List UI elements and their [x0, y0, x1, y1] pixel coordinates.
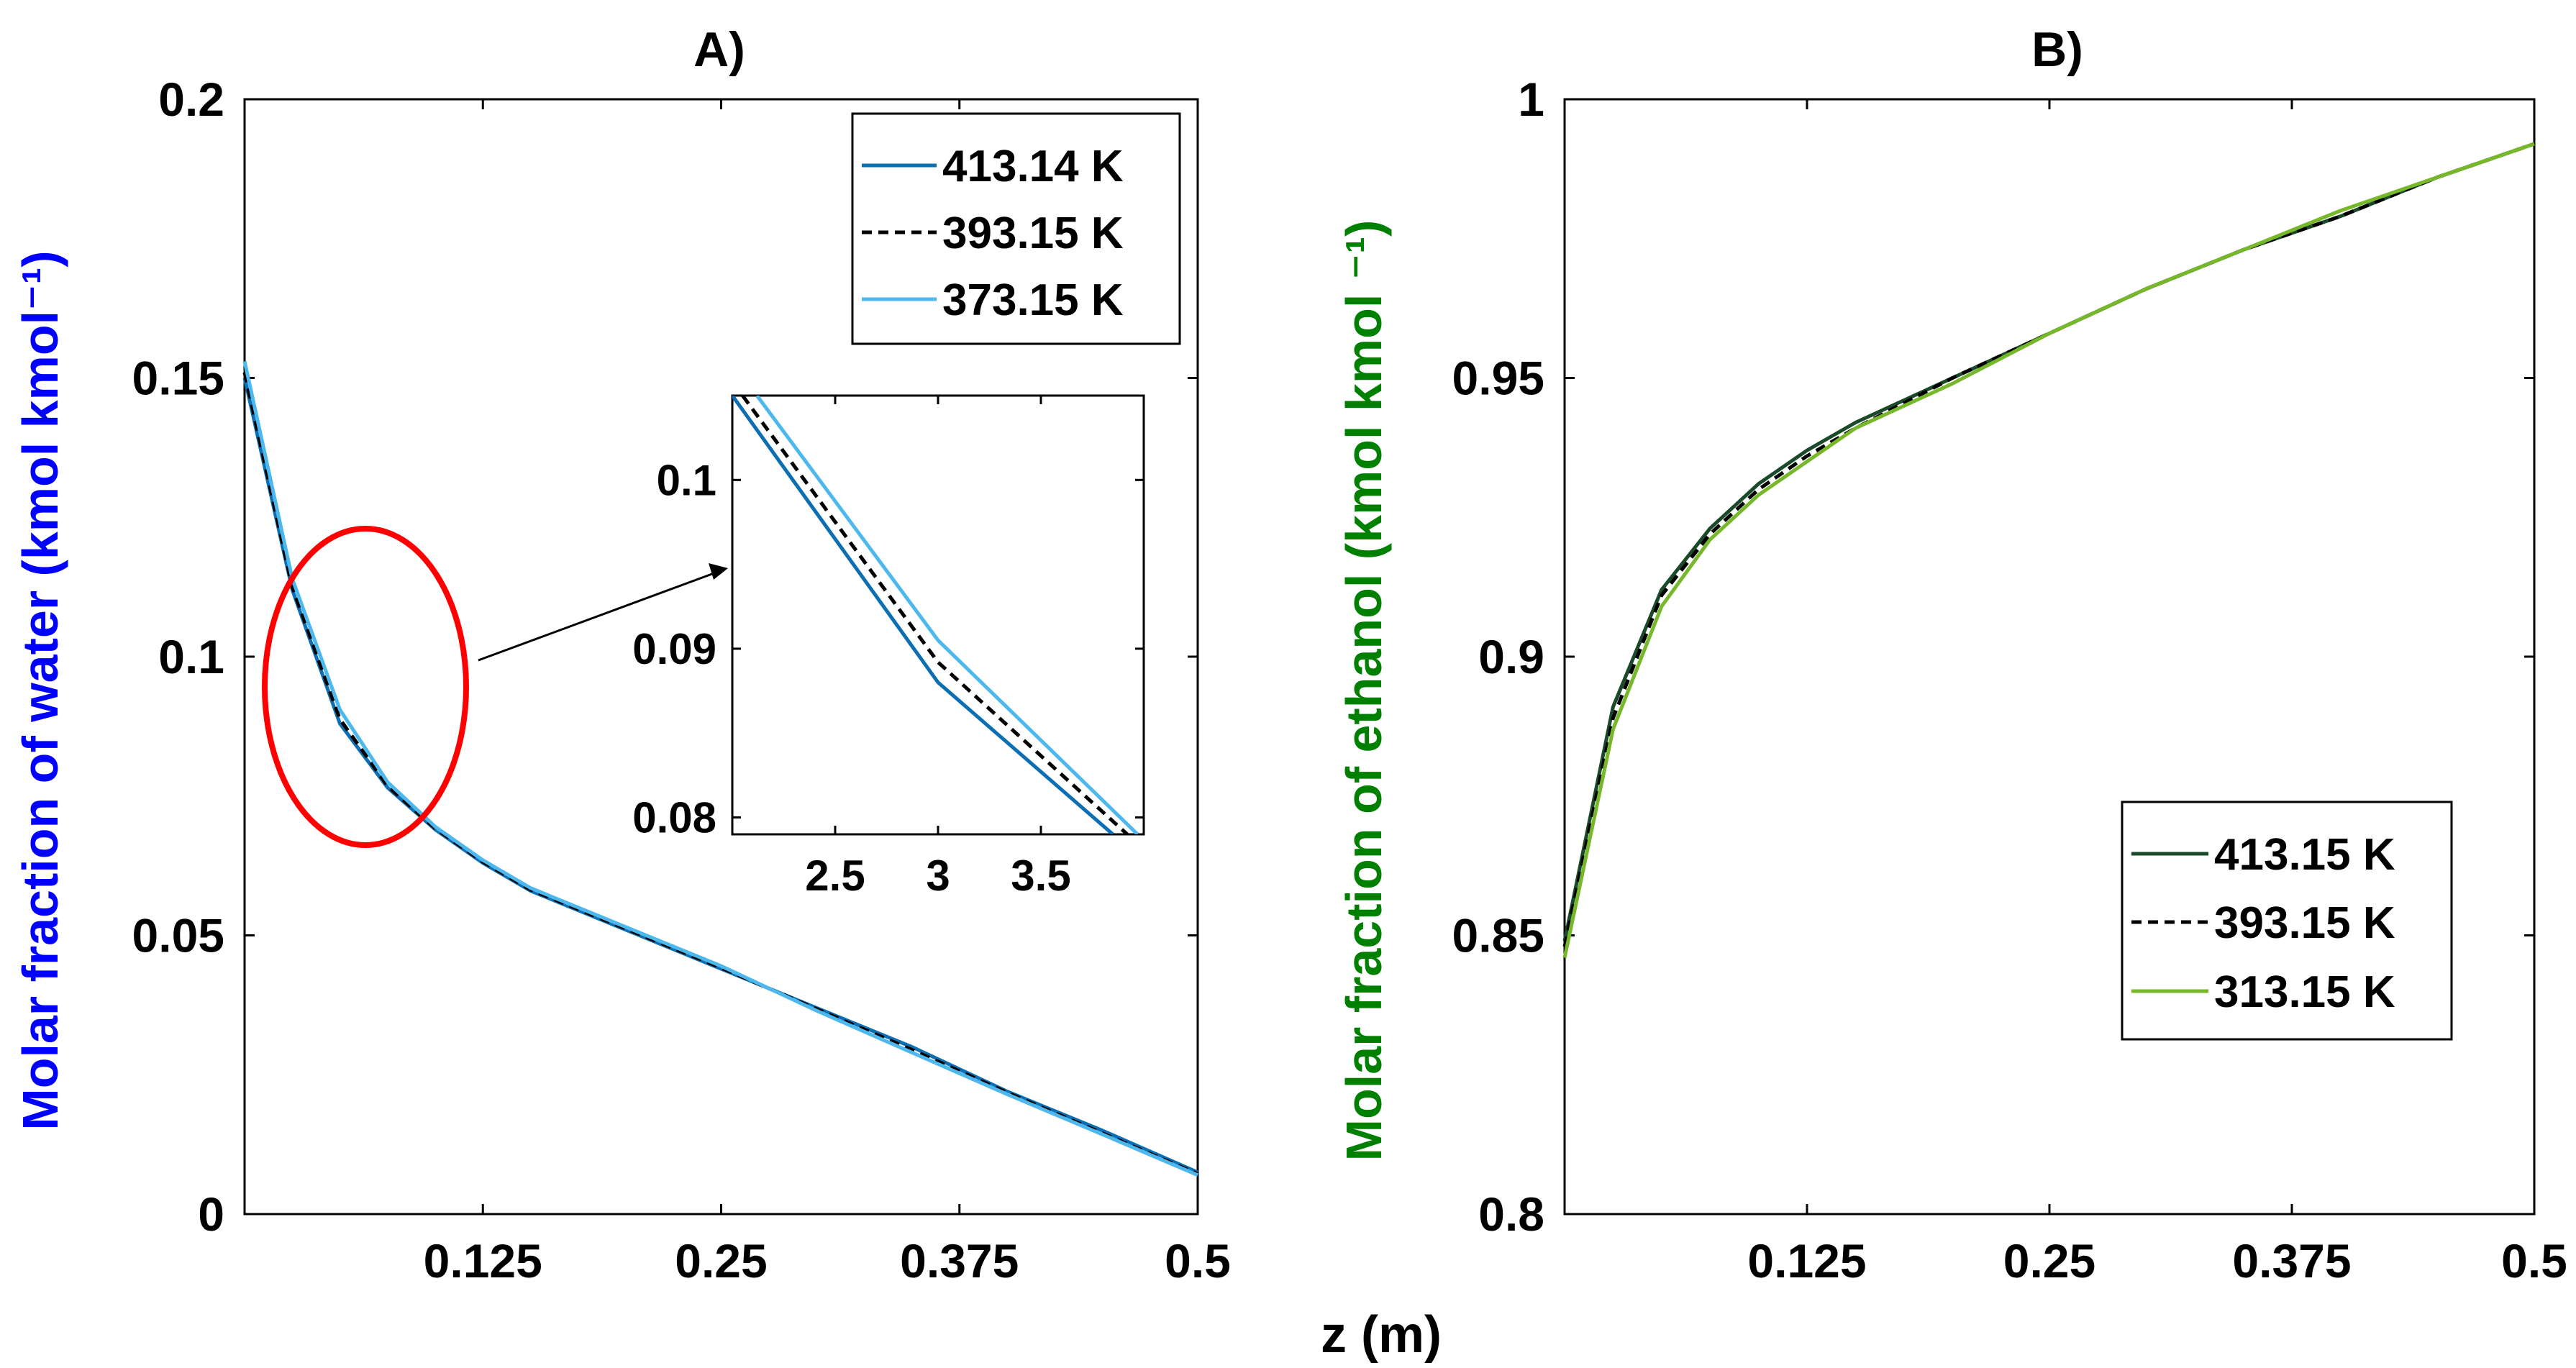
panel-b-series: [1562, 142, 2535, 959]
panel-a-legend: 413.14 K 393.15 K 373.15 K: [851, 112, 1181, 345]
panel-b-y-tick-label: 0.8: [1478, 1187, 1544, 1241]
inset-series-line-1: [732, 396, 1114, 834]
panel-b-title: B): [2031, 22, 2083, 77]
panel-a-x-tick-label: 0.25: [675, 1234, 767, 1287]
legend-a-label-2: 393.15 K: [942, 209, 1124, 258]
inset-x-tick-label: 2.5: [805, 852, 865, 900]
inset-x-tick-label: 3.5: [1011, 852, 1070, 900]
annotation-arrowhead: [709, 563, 728, 580]
panel-a-series: [242, 360, 1199, 1177]
panel-b: B) Molar fraction of ethanol (kmol kmol …: [1336, 22, 2567, 1287]
panel-a-y-tick-label: 0.05: [132, 909, 224, 962]
panel-a-y-tick-label: 0.1: [158, 630, 224, 683]
panel-b-ticks: 0.125 0.25 0.375 0.5 0.8 0.85 0.9 0.95 1: [1452, 73, 2567, 1287]
panel-b-x-tick-label: 0.25: [2003, 1234, 2095, 1287]
legend-b-label-3: 313.15 K: [2214, 967, 2395, 1017]
panel-b-x-tick-label: 0.125: [1747, 1234, 1866, 1287]
inset-ticks: 2.5 3 3.5 0.08 0.09 0.1: [632, 396, 1144, 900]
legend-a-label-1: 413.14 K: [942, 142, 1124, 191]
panel-b-y-tick-label: 0.95: [1452, 352, 1544, 405]
inset-y-tick-label: 0.1: [657, 456, 716, 504]
panel-b-y-axis-label: Molar fraction of ethanol (kmol kmol ⁻¹): [1336, 220, 1392, 1162]
inset-series-line-3: [755, 396, 1139, 834]
highlight-ellipse: [262, 526, 469, 848]
panel-b-x-tick-label: 0.375: [2232, 1234, 2351, 1287]
panel-a-x-tick-label: 0.375: [900, 1234, 1019, 1287]
panel-a-title: A): [693, 22, 745, 77]
inset-y-tick-label: 0.09: [632, 625, 716, 673]
inset-y-tick-label: 0.08: [632, 794, 716, 842]
panel-b-plot-area: [1563, 98, 2536, 1216]
legend-b-label-1: 413.15 K: [2214, 830, 2395, 880]
panel-a-y-tick-label: 0.2: [158, 73, 224, 126]
inset-plot-area: [731, 394, 1145, 836]
panel-b-x-tick-label: 0.5: [2501, 1234, 2567, 1287]
legend-b-label-2: 393.15 K: [2214, 898, 2395, 948]
panel-a-y-tick-label: 0: [198, 1187, 224, 1241]
panel-b-y-tick-label: 0.85: [1452, 909, 1544, 962]
panel-b-series-line-3: [1562, 142, 2535, 959]
panel-a-series-line-3: [242, 360, 1198, 1177]
panel-b-y-tick-label: 0.9: [1478, 630, 1544, 683]
panel-a-y-axis-label: Molar fraction of water (kmol kmol⁻¹): [12, 250, 68, 1130]
panel-b-series-line-1: [1562, 142, 2535, 941]
inset-x-tick-label: 3: [926, 852, 950, 900]
shared-x-axis-label: z (m): [1321, 1306, 1442, 1364]
panel-b-legend: 413.15 K 393.15 K 313.15 K: [2121, 801, 2453, 1041]
panel-b-y-tick-label: 1: [1518, 73, 1544, 126]
panel-b-series-line-2: [1562, 142, 2535, 947]
panel-a-x-tick-label: 0.5: [1165, 1234, 1231, 1287]
panel-a-y-tick-label: 0.15: [132, 352, 224, 405]
annotation-arrow: [478, 570, 719, 662]
inset-series: [732, 396, 1139, 834]
panel-a-ticks: 0.125 0.25 0.375 0.5 0 0.05 0.1 0.15 0.2: [132, 73, 1231, 1287]
panel-a: A) Molar fraction of water (kmol kmol⁻¹)…: [12, 22, 1231, 1287]
legend-a-label-3: 373.15 K: [942, 275, 1124, 325]
panel-a-x-tick-label: 0.125: [424, 1234, 542, 1287]
inset-series-line-2: [741, 396, 1129, 834]
